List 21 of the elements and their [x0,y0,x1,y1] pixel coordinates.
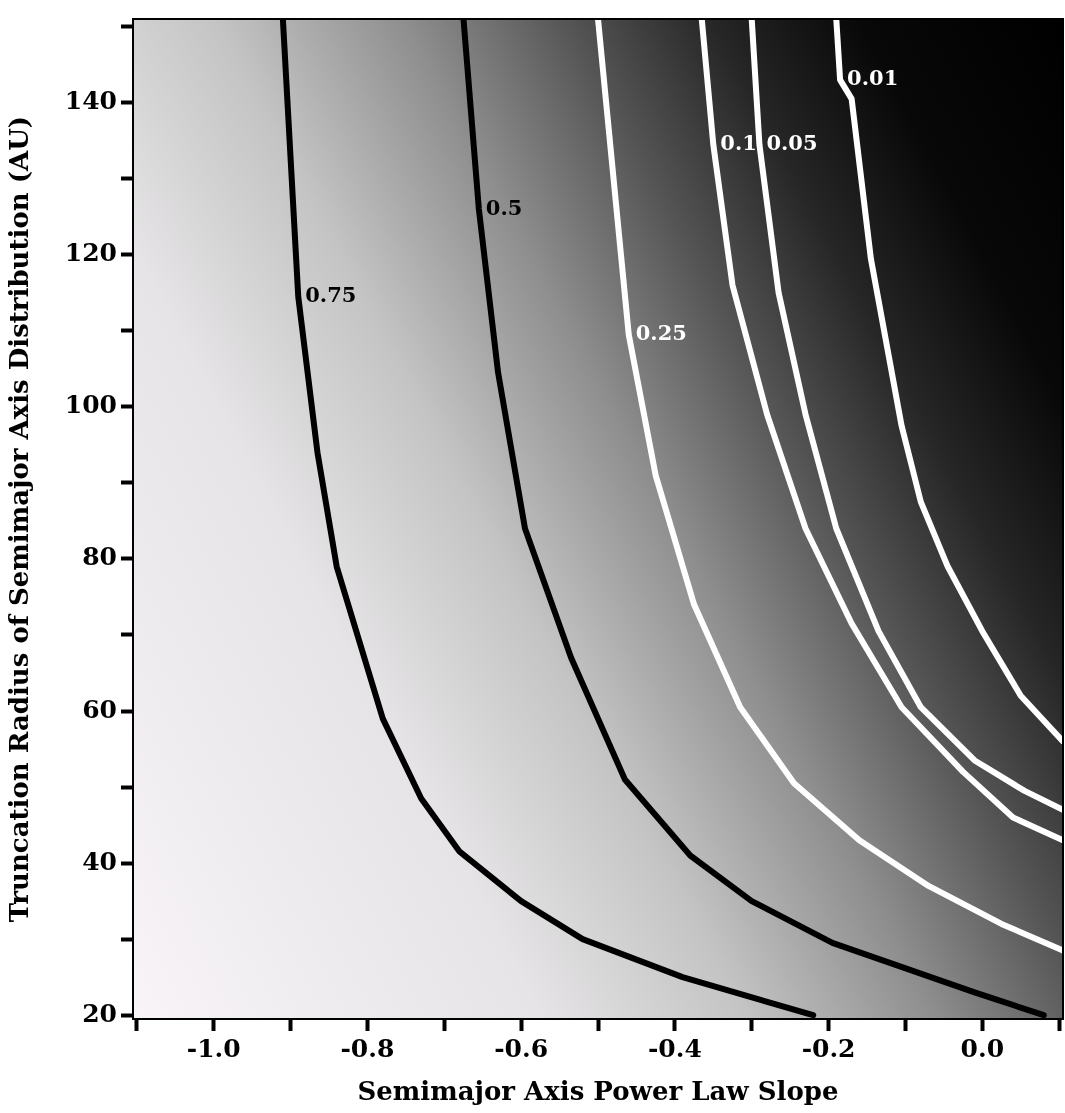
series-label: 0.05 [766,129,818,155]
y-tick-label: 140 [64,86,117,116]
x-tick-label: 0.0 [960,1033,1005,1063]
y-axis-title: Truncation Radius of Semimajor Axis Distribution (AU) [4,115,35,923]
series-label: 0.25 [635,320,687,346]
series-label: 0.01 [847,65,899,91]
y-tick-label: 20 [82,998,117,1028]
series-label: 0.75 [305,282,357,308]
x-tick-label: -0.2 [801,1033,856,1063]
x-tick-label: -1.0 [186,1033,241,1063]
y-tick-label: 60 [82,694,117,724]
series-label: 0.5 [485,194,523,220]
x-axis-title: Semimajor Axis Power Law Slope [357,1076,839,1107]
x-tick-label: -0.6 [494,1033,549,1063]
y-tick-label: 100 [64,390,117,420]
y-tick-label: 80 [82,542,117,572]
x-tick-label: -0.8 [340,1033,395,1063]
y-tick-label: 120 [64,238,117,268]
series-label: 0.1 [720,129,757,155]
y-tick-label: 40 [82,846,117,876]
x-tick-label: -0.4 [647,1033,702,1063]
